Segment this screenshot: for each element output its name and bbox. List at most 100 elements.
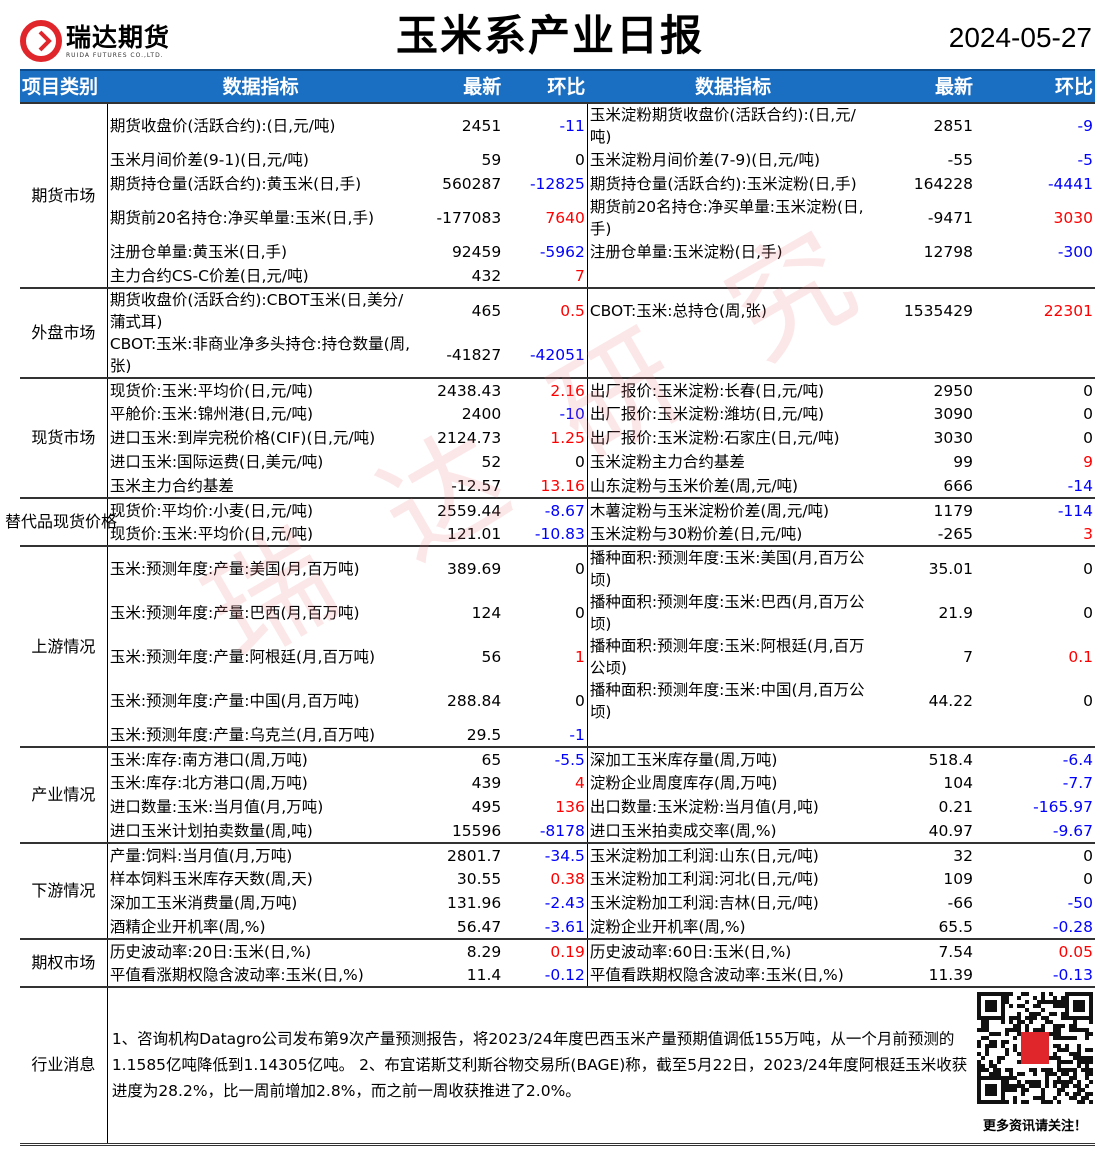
table-row: CBOT:玉米:非商业净多头持仓:持仓数量(周,张) -41827 -42051 [20,333,1095,378]
indicator-right-cell [587,723,878,747]
indicator-right-cell: 播种面积:预测年度:玉米:美国(月,百万公顷) [587,545,879,591]
latest-cell: 432 [471,266,502,285]
table-row: 玉米:预测年度:产量:阿根廷(月,百万吨) 56 1 播种面积:预测年度:玉米:阿根廷… [20,635,1095,679]
change-right-cell: -6.4 [974,746,1095,771]
latest-cell: 30.55 [456,870,502,888]
page-title: 玉米系产业日报 [395,11,704,60]
indicator-cell: 样本饲料玉米库存天数(周,天) [109,870,313,888]
table-row: 进口玉米:国际运费(日,美元/吨) 52 0 玉米淀粉主力合约基差 99 9 [20,450,1095,474]
logo-text: 瑞达期货 [66,22,171,52]
latest-cell: 56.47 [456,917,502,936]
change-cell: -10 [503,402,588,426]
col-category: 项目类别 [20,69,108,103]
change-right-cell [975,723,1095,747]
col-change-2: 环比 [974,69,1095,103]
change-right-cell: 22301 [974,287,1095,333]
indicator-cell: 玉米:预测年度:产量:巴西(月,百万吨) [109,604,360,622]
latest-right-cell: 1535429 [878,287,975,333]
indicator-cell: 进口数量:玉米:当月值(月,万吨) [109,798,324,816]
change-cell: 13.16 [503,474,588,498]
indicator-cell: 现货价:平均价:小麦(日,元/吨) [107,497,414,522]
category-label: 下游情况 [31,881,96,900]
change-right-cell: -114 [974,497,1095,522]
latest-cell: 124 [471,604,502,622]
category-label: 外盘市场 [31,323,96,342]
latest-right-cell: 666 [943,476,973,495]
table-row: 平舱价:玉米:锦州港(日,元/吨) 2400 -10 出厂报价:玉米淀粉:潍坊(日,元… [20,402,1095,426]
logo-subtext: RUIDA FUTURES CO.,LTD. [66,51,164,59]
latest-cell: 495 [471,798,502,816]
table-row: 现货市场 现货价:玉米:平均价(日,元/吨) 2438.43 2.16 出厂报价:玉米淀… [20,377,1095,498]
report-date: 2024-05-27 [948,22,1092,53]
table-row: 玉米:库存:北方港口(周,万吨) 439 4 淀粉企业周度库存(周,万吨) 104 -7.… [20,771,1095,795]
ruida-logo-icon [20,20,62,62]
indicator-cell: 进口玉米:到岸完税价格(CIF)(日,元/吨) [109,429,376,447]
change-right-cell: -4441 [1047,175,1093,193]
table-row: 外盘市场 期货收盘价(活跃合约):CBOT玉米(日,美分/蒲式耳) 465 0.5 CB… [20,287,1095,378]
table-row: 产业情况 玉米:库存:南方港口(周,万吨) 65 -5.5 深加工玉米库存量(周,万吨)… [20,746,1095,843]
news-row: 行业消息 1、咨询机构Datagro公司发布第9次产量预测报告，将2023/24… [20,986,1095,1146]
change-cell: 0 [503,545,588,591]
change-right-cell: -300 [1057,243,1093,261]
change-right-cell: 9 [1083,453,1093,471]
indicator-right-cell: 出厂报价:玉米淀粉:潍坊(日,元/吨) [589,405,825,423]
change-right-cell: 0 [1083,604,1093,622]
indicator-right-cell: 期货持仓量(活跃合约):玉米淀粉(日,手) [589,175,857,193]
table-row: 进口玉米:到岸完税价格(CIF)(日,元/吨) 2124.73 1.25 出厂报价:玉… [20,426,1095,450]
change-cell: 1.25 [503,426,588,450]
latest-right-cell: 7.54 [878,938,975,963]
change-cell: -3.61 [503,915,588,939]
indicator-cell: 期货收盘价(活跃合约):(日,元/吨) [107,102,414,148]
category-cell: 下游情况 [20,842,108,939]
indicator-right-cell: 出厂报价:玉米淀粉:长春(日,元/吨) [587,377,879,402]
change-right-cell: -50 [1067,894,1093,912]
change-right-cell: -165.97 [1033,798,1093,816]
indicator-cell: CBOT:玉米:非商业净多头持仓:持仓数量(周,张) [109,335,411,375]
indicator-right-cell: 期货前20名持仓:净买单量:玉米淀粉(日,手) [589,198,864,238]
latest-cell: 131.96 [447,894,502,912]
indicator-right-cell: 注册仓单量:玉米淀粉(日,手) [589,243,783,261]
qr-code-icon [976,992,1093,1105]
indicator-cell: 玉米:预测年度:产量:美国(月,百万吨) [107,545,414,591]
change-cell: 136 [503,795,588,819]
latest-cell: 2801.7 [413,842,504,867]
category-label: 期权市场 [31,953,96,972]
change-cell: 0.5 [503,287,588,333]
change-right-cell: 3030 [1053,209,1093,227]
latest-cell: 92459 [451,243,502,261]
change-cell: -34.5 [503,842,588,867]
latest-cell: 15596 [451,821,502,840]
latest-right-cell: 2950 [878,377,975,402]
indicator-cell: 进口玉米计划拍卖数量(周,吨) [109,821,313,840]
change-right-cell: 0 [1083,692,1093,710]
indicator-right-cell: 淀粉企业周度库存(周,万吨) [589,774,778,792]
table-row: 替代品现货价格 现货价:平均价:小麦(日,元/吨) 2559.44 -8.67 木薯淀粉… [5,497,1095,546]
change-right-cell [975,264,1095,288]
latest-right-cell: 7 [963,648,973,666]
indicator-cell: 主力合约CS-C价差(日,元/吨) [109,266,309,285]
indicator-cell: 玉米月间价差(9-1)(日,元/吨) [109,151,309,169]
table-row: 玉米月间价差(9-1)(日,元/吨) 59 0 玉米淀粉月间价差(7-9)(日,元/吨… [20,148,1095,172]
indicator-cell: 玉米:预测年度:产量:阿根廷(月,百万吨) [109,648,376,666]
category-cell: 上游情况 [20,545,108,747]
latest-cell: 52 [481,453,502,471]
company-logo: 瑞达期货 RUIDA FUTURES CO.,LTD. [20,20,170,62]
table-row: 现货价:玉米:平均价(日,元/吨) 121.01 -10.83 玉米淀粉与30粉价差(… [20,522,1095,546]
latest-cell: -177083 [436,209,502,227]
table-row: 期货市场 期货收盘价(活跃合约):(日,元/吨) 2451 -11 玉米淀粉期货收盘价(… [20,102,1095,288]
indicator-cell: 玉米:库存:南方港口(周,万吨) [107,746,414,771]
indicator-right-cell: 出厂报价:玉米淀粉:石家庄(日,元/吨) [589,429,840,447]
col-latest: 最新 [413,69,504,103]
latest-right-cell: 518.4 [878,746,975,771]
change-right-cell: -7.7 [1062,774,1093,792]
change-right-cell: -0.28 [1052,917,1093,936]
indicator-cell: 玉米:库存:北方港口(周,万吨) [109,774,308,792]
latest-cell: 2400 [461,405,502,423]
qr-section: 更多资讯请关注！ [974,986,1095,1146]
latest-right-cell: 21.9 [938,604,973,622]
indicator-right-cell: 山东淀粉与玉米价差(周,元/吨) [589,476,799,495]
indicator-right-cell: 玉米淀粉加工利润:河北(日,元/吨) [589,870,819,888]
indicator-cell: 产量:饲料:当月值(月,万吨) [107,842,414,867]
latest-cell: 29.5 [466,725,502,744]
latest-right-cell: 35.01 [878,545,975,591]
